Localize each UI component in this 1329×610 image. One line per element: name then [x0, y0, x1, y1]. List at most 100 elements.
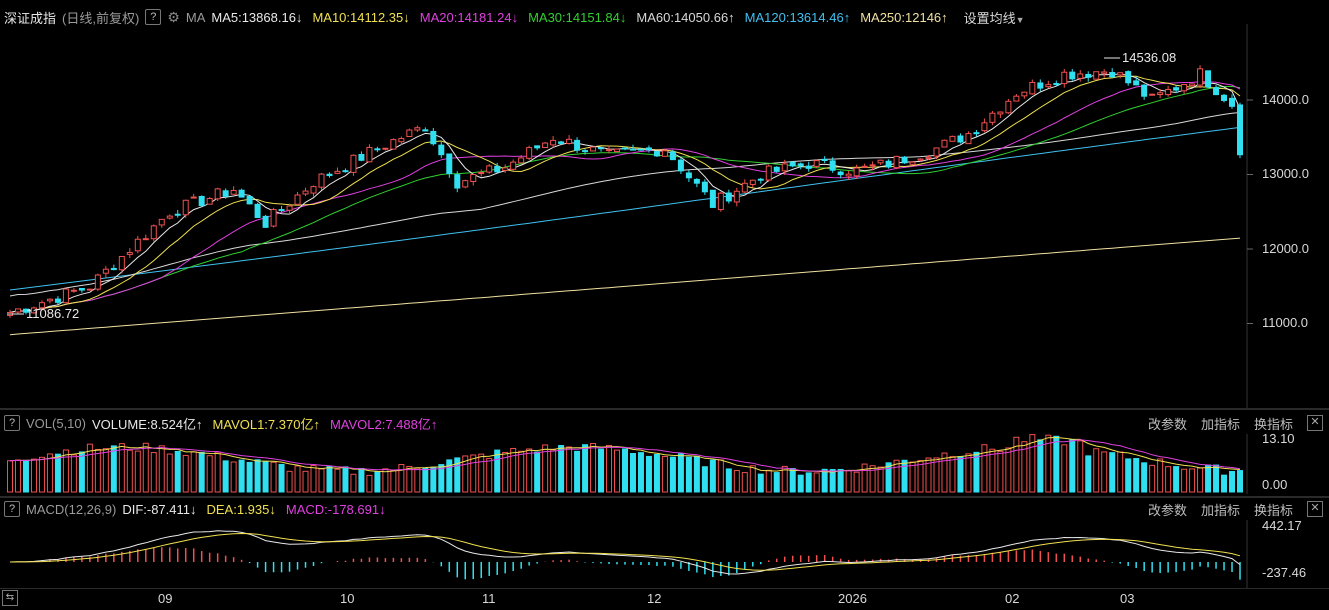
volume-bar [62, 449, 69, 493]
candle-body [14, 308, 21, 313]
volume-bar [1037, 439, 1044, 493]
volume-bar [813, 472, 820, 493]
candle-body [1165, 88, 1172, 96]
candle-body [717, 192, 724, 211]
candle-body [302, 190, 309, 195]
volume-bar [286, 470, 293, 493]
vol-value-0: VOLUME:8.524亿↑ [91, 416, 203, 432]
volume-bar [262, 460, 269, 493]
time-axis-tick: 2026 [838, 591, 867, 606]
candle-body [366, 146, 373, 163]
candle-body [925, 156, 932, 159]
volume-bar [845, 470, 852, 493]
volume-bar [150, 452, 157, 493]
volume-bar [869, 465, 876, 493]
volume-bar [358, 467, 365, 493]
help-button[interactable]: ? [4, 501, 20, 517]
candle-body [454, 174, 461, 189]
volume-bar [406, 465, 413, 493]
candle-body [797, 163, 804, 167]
volume-bar [789, 468, 796, 493]
candle-body [765, 165, 772, 181]
volume-bar [1077, 440, 1084, 493]
close-icon[interactable]: ✕ [1307, 501, 1323, 517]
ma-settings-button[interactable]: 设置均线▼ [963, 10, 1025, 26]
modify-params-button[interactable]: 改参数 [1147, 502, 1187, 518]
modify-params-button[interactable]: 改参数 [1147, 416, 1187, 432]
candle-body [1101, 71, 1108, 74]
candle-body [725, 192, 732, 202]
volume-bar [414, 467, 421, 493]
switch-indicator-button[interactable]: 换指标 [1253, 502, 1293, 518]
volume-bar [965, 453, 972, 493]
price-axis-tick: 12000.0 [1262, 241, 1309, 256]
volume-bar [342, 466, 349, 493]
volume-bar [1189, 468, 1196, 493]
volume-bar [430, 466, 437, 493]
volume-bar [78, 451, 85, 493]
candle-body [997, 111, 1004, 115]
candle-body [110, 267, 117, 271]
candle-body [757, 178, 764, 181]
volume-bar [797, 474, 804, 493]
ma-value-0: MA5:13868.16↓ [211, 9, 303, 25]
volume-bar [486, 457, 493, 493]
volume-bar [542, 444, 549, 493]
main-header: 深证成指 (日线,前复权) ? ⚙ MA MA5:13868.16↓ MA10:1… [4, 6, 1031, 28]
volume-bar [917, 460, 924, 493]
add-indicator-button[interactable]: 加指标 [1200, 502, 1240, 518]
volume-bar [1053, 435, 1060, 493]
volume-chart[interactable] [0, 434, 1329, 494]
candle-body [893, 155, 900, 169]
price-chart[interactable]: 14536.08 11086.72 [0, 24, 1329, 409]
candle-body [590, 146, 597, 152]
candle-body [861, 165, 868, 168]
volume-bar [1197, 467, 1204, 493]
ma-indicator-list: MA5:13868.16↓ MA10:14112.35↓ MA20:14181.24… [211, 10, 957, 25]
volume-bar [54, 453, 61, 493]
scroll-left-button[interactable]: ⇆ [2, 590, 18, 606]
candle-body [1237, 104, 1243, 156]
period-subtitle: (日线,前复权) [62, 10, 140, 26]
help-button[interactable]: ? [4, 415, 20, 431]
candle-body [46, 298, 53, 302]
volume-bar [765, 469, 772, 493]
candle-body [741, 182, 748, 193]
macd-chart[interactable] [0, 520, 1329, 588]
ma-value-6: MA250:12146↑ [860, 9, 948, 25]
candle-body [709, 189, 716, 208]
dea-line [9, 532, 1241, 571]
switch-indicator-button[interactable]: 换指标 [1253, 416, 1293, 432]
volume-bar [941, 452, 948, 493]
candle-body [917, 158, 924, 161]
candle-body [661, 150, 668, 157]
candle-body [829, 160, 836, 171]
candle-body [494, 165, 501, 173]
candle-body [510, 161, 517, 170]
candle-body [805, 165, 812, 169]
help-button[interactable]: ? [145, 9, 162, 25]
volume-bar [1229, 471, 1236, 493]
volume-bar [909, 461, 916, 493]
volume-bar [893, 459, 900, 493]
volume-bar [693, 456, 700, 493]
candle-body [230, 189, 237, 195]
add-indicator-button[interactable]: 加指标 [1200, 416, 1240, 432]
candle-body [813, 160, 820, 167]
vol-axis-max: 13.10 [1262, 431, 1295, 446]
candle-body [1125, 71, 1132, 84]
candle-body [837, 171, 844, 176]
gear-icon[interactable]: ⚙ [167, 8, 180, 25]
candle-body [102, 268, 109, 274]
candle-body [941, 139, 948, 148]
volume-bar [709, 459, 716, 493]
macd-value-2: MACD:-178.691↓ [285, 501, 386, 517]
close-icon[interactable]: ✕ [1307, 415, 1323, 431]
volume-bar [949, 456, 956, 493]
volume-bar [446, 459, 453, 493]
volume-bar [198, 451, 205, 493]
candle-body [1141, 84, 1148, 97]
candle-body [526, 147, 533, 159]
candle-body [989, 112, 996, 123]
volume-bar [973, 451, 980, 493]
